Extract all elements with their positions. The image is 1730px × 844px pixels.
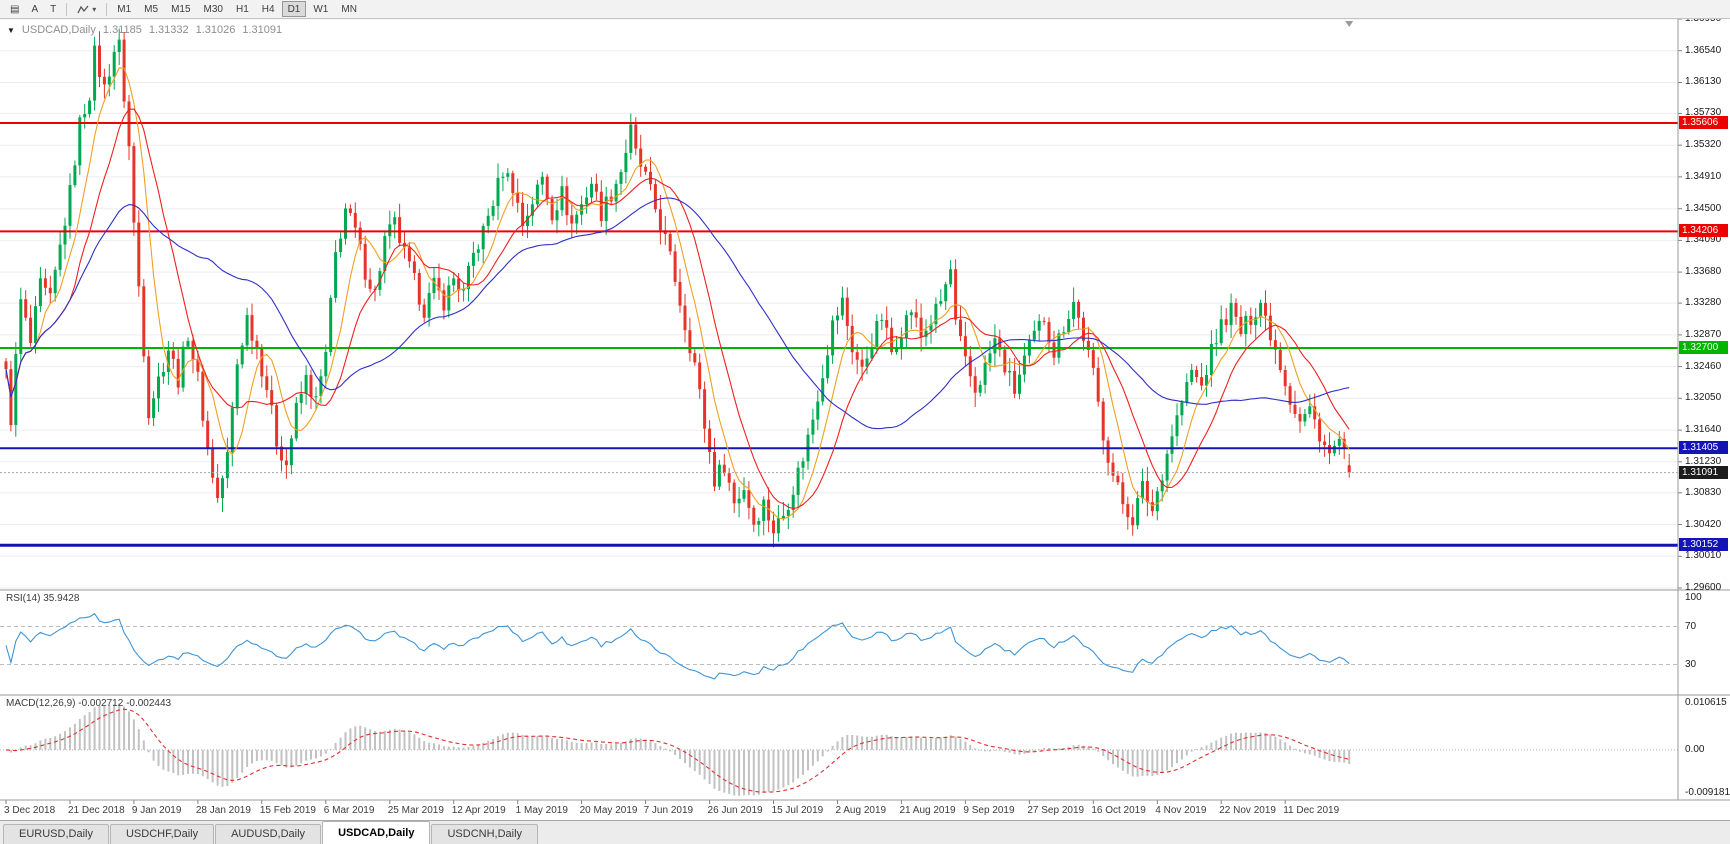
toolbar-separator <box>66 2 68 16</box>
slow-ma-line <box>5 197 1350 430</box>
toolbar: ▤ A T ▾ M1 M5 M15 M30 H1 H4 D1 W1 MN <box>0 0 1730 19</box>
price-high: 1.31332 <box>148 24 189 36</box>
rsi-panel <box>0 612 1678 680</box>
timeframe-h4[interactable]: H4 <box>261 3 275 15</box>
timeframe-w1[interactable]: W1 <box>313 3 329 15</box>
collapse-icon[interactable]: ▼ <box>7 25 15 35</box>
fast-ma-line <box>5 67 1350 520</box>
macd-label: MACD(12,26,9) -0.002712 -0.002443 <box>6 698 172 709</box>
price-low: 1.31026 <box>195 24 236 36</box>
price-open: 1.31185 <box>102 24 142 36</box>
rsi-label: RSI(14) 35.9428 <box>6 593 80 604</box>
moving-averages <box>5 67 1350 520</box>
tab-audusd[interactable]: AUDUSD,Daily <box>215 824 322 844</box>
tab-usdcad[interactable]: USDCAD,Daily <box>322 821 431 844</box>
timeframe-m5[interactable]: M5 <box>144 3 159 15</box>
tab-eurusd[interactable]: EURUSD,Daily <box>3 824 109 844</box>
candles-group <box>4 28 1351 548</box>
chart-window-glyph: ▤ <box>10 3 20 15</box>
timeframe-m15[interactable]: M15 <box>171 3 191 15</box>
text-tool-button[interactable]: T <box>50 3 57 15</box>
chart-shift-marker <box>1345 21 1354 27</box>
tab-usdcnh[interactable]: USDCNH,Daily <box>431 824 539 844</box>
price-close: 1.31091 <box>242 24 283 36</box>
rsi-line <box>5 612 1350 680</box>
dropdown-caret-icon: ▾ <box>92 4 97 14</box>
pointer-tool-button[interactable]: A <box>31 3 39 15</box>
timeframe-m1[interactable]: M1 <box>117 3 132 15</box>
chart-symbol-label: USDCAD,Daily <box>21 24 96 36</box>
macd-panel <box>0 703 1678 796</box>
medium-ma-line <box>5 108 1350 510</box>
timeframe-d1[interactable]: D1 <box>281 1 307 17</box>
chart-title: ▼ USDCAD,Daily 1.31185 1.31332 1.31026 1… <box>7 24 282 36</box>
timeframe-m30[interactable]: M30 <box>203 3 223 15</box>
chart-tab-bar: EURUSD,Daily USDCHF,Daily AUDUSD,Daily USDC… <box>0 820 1730 844</box>
line-studies-button[interactable]: ▾ <box>71 1 102 17</box>
timeframe-h1[interactable]: H1 <box>235 3 249 15</box>
chart-window-icon[interactable]: ▤ <box>4 1 25 17</box>
tab-usdchf[interactable]: USDCHF,Daily <box>109 824 215 844</box>
zigzag-icon <box>77 5 89 13</box>
macd-signal-line <box>5 708 1350 793</box>
toolbar-separator <box>106 2 108 16</box>
timeframe-toolbar: M1 M5 M15 M30 H1 H4 D1 W1 MN <box>111 1 363 17</box>
timeframe-mn[interactable]: MN <box>341 3 357 15</box>
